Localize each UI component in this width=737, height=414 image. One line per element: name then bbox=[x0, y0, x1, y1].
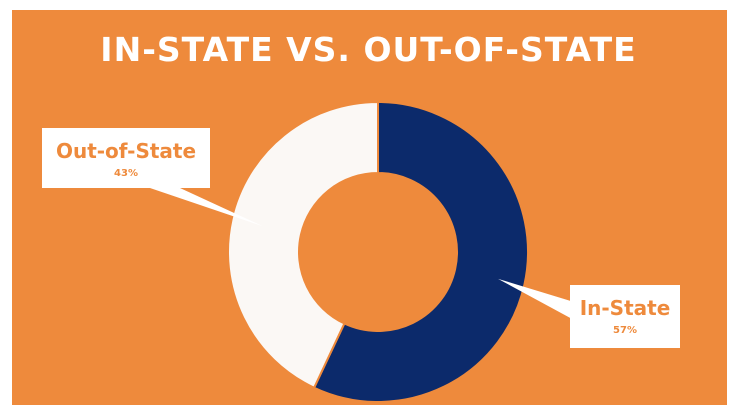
slice-value-in-state: 57% bbox=[613, 325, 637, 336]
callout-out-of-state: Out-of-State 43% bbox=[42, 128, 263, 227]
callout-box bbox=[570, 285, 680, 348]
donut-slice-in-state bbox=[312, 100, 529, 403]
callout-pointer bbox=[150, 188, 263, 227]
donut-callouts: In-State 57% Out-of-State 43% bbox=[42, 128, 680, 348]
slice-value-out-of-state: 43% bbox=[114, 168, 138, 179]
slice-label-in-state: In-State bbox=[580, 296, 671, 320]
slice-label-out-of-state: Out-of-State bbox=[56, 139, 196, 163]
donut-slice-out-of-state bbox=[227, 100, 379, 390]
donut-slices bbox=[227, 100, 529, 403]
callout-in-state: In-State 57% bbox=[498, 278, 680, 348]
callout-pointer bbox=[498, 278, 574, 320]
chart-title: IN-STATE VS. OUT-OF-STATE bbox=[100, 30, 637, 69]
callout-box bbox=[42, 128, 210, 188]
